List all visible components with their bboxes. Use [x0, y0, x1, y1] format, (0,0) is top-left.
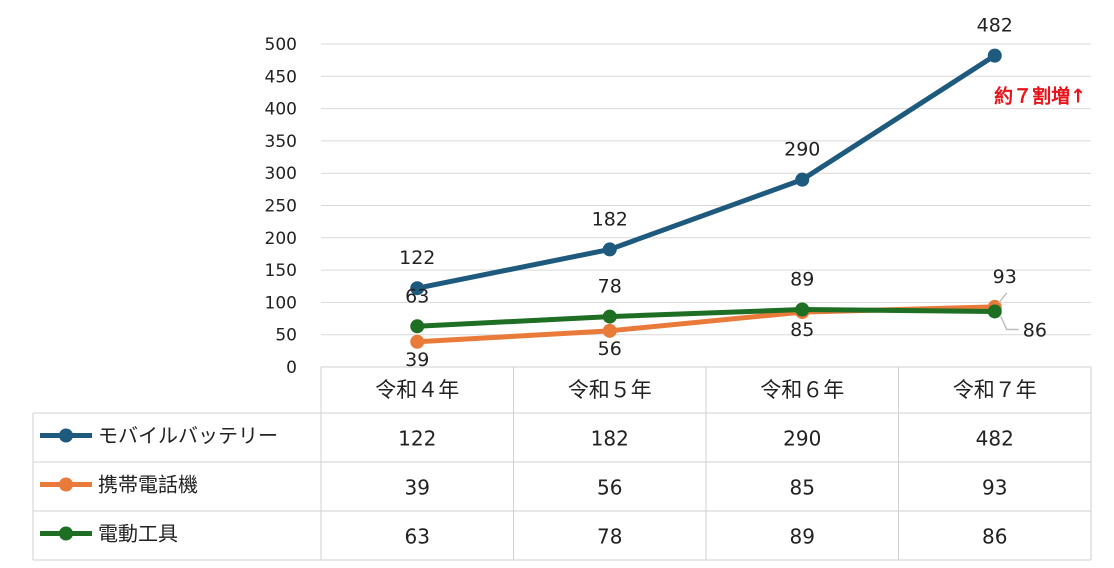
table-value-cell: 39 [405, 476, 430, 500]
table-value-cell: 290 [783, 427, 821, 451]
y-tick-label: 100 [265, 293, 297, 313]
legend-key-marker [59, 477, 73, 492]
legend-key-marker [59, 428, 73, 443]
data-point [795, 302, 810, 317]
y-tick-label: 250 [265, 197, 297, 217]
data-point [987, 48, 1002, 63]
legend-key-marker [59, 526, 73, 541]
table-value-cell: 93 [982, 476, 1007, 500]
gridlines [321, 43, 1091, 336]
data-label: 89 [790, 269, 814, 291]
data-label: 122 [399, 247, 435, 269]
y-tick-label: 0 [286, 358, 297, 378]
data-point [795, 172, 810, 187]
series-line [417, 307, 995, 329]
data-labels: 122 182 290 482 39 56 85 93 63 78 89 86 [399, 15, 1047, 371]
y-tick-label: 200 [265, 229, 297, 249]
series-group [410, 48, 1002, 349]
table-value-cell: 63 [405, 525, 430, 549]
table-value-cell: 89 [790, 525, 815, 549]
leader-line [1000, 316, 1019, 331]
y-tick-label: 500 [265, 35, 297, 55]
leader-line [998, 292, 1008, 304]
y-tick-label: 350 [265, 132, 297, 152]
series-name-label: 携帯電話機 [98, 473, 198, 497]
data-label: 39 [405, 349, 429, 371]
series-line [416, 53, 997, 291]
data-point [410, 319, 425, 334]
data-label: 86 [1023, 319, 1047, 341]
y-axis: 0 50 100 150 200 250 300 350 400 450 500 [265, 35, 297, 378]
data-label: 78 [598, 276, 622, 298]
data-point [410, 334, 425, 349]
data-label: 56 [598, 338, 622, 360]
data-label: 182 [592, 208, 628, 230]
series-name-label: モバイルバッテリー [98, 424, 278, 448]
growth-annotation: 約７割増↑ [994, 85, 1086, 108]
data-label: 93 [993, 266, 1017, 288]
data-label: 63 [405, 285, 429, 307]
table-value-cell: 78 [597, 525, 622, 549]
table-value-cell: 482 [976, 427, 1014, 451]
category-label: 令和５年 [568, 378, 652, 402]
table-value-cell: 182 [591, 427, 629, 451]
data-point [602, 242, 617, 257]
category-label: 令和６年 [760, 378, 844, 402]
table-value-cell: 85 [790, 476, 815, 500]
table-value-cell: 86 [982, 525, 1007, 549]
table-value-cell: 56 [597, 476, 622, 500]
y-tick-label: 50 [275, 326, 297, 346]
y-tick-label: 150 [265, 261, 297, 281]
data-point [410, 281, 425, 296]
category-label: 令和７年 [953, 378, 1037, 402]
data-point [602, 309, 617, 324]
series-name-label: 電動工具 [98, 522, 178, 546]
category-label: 令和４年 [375, 378, 459, 402]
data-label: 85 [790, 319, 814, 341]
y-tick-label: 450 [265, 67, 297, 87]
y-tick-label: 300 [265, 164, 297, 184]
data-point [602, 323, 617, 338]
data-label: 290 [784, 139, 820, 161]
y-tick-label: 400 [265, 100, 297, 120]
table-value-cell: 122 [398, 427, 436, 451]
data-point [987, 304, 1002, 319]
data-label: 482 [977, 15, 1013, 37]
